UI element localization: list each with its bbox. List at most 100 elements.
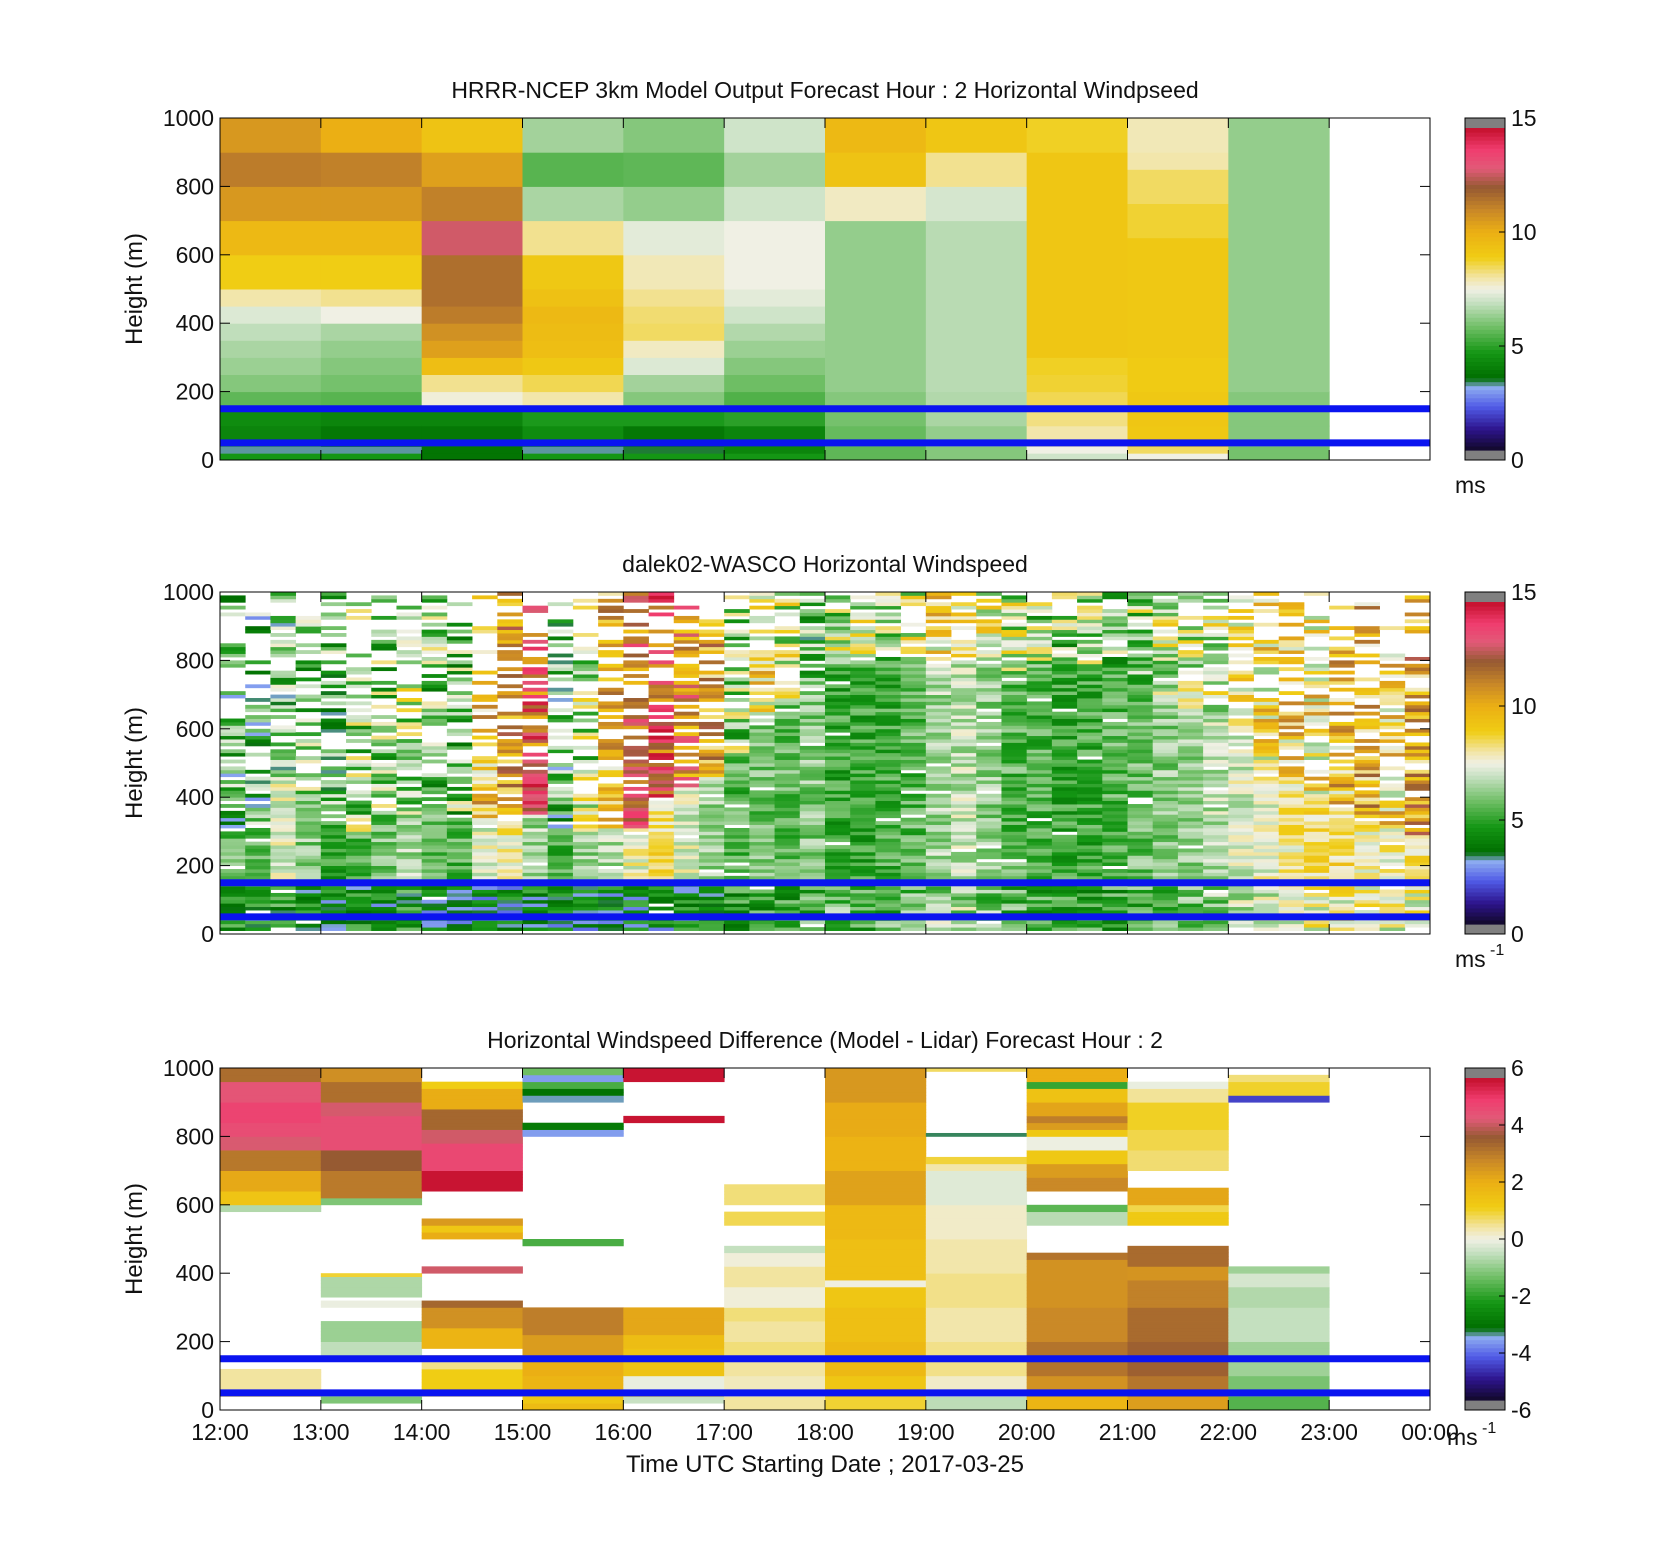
heatmap-cell [925,1235,1028,1240]
heatmap-cell [1278,896,1305,901]
heatmap-cell [497,862,523,866]
y-tick-label: 400 [176,784,214,810]
heatmap-cell [875,759,902,764]
heatmap-cell [925,718,952,723]
heatmap-cell [1203,633,1229,637]
heatmap-cell [1127,1136,1229,1141]
heatmap-cell [320,1112,423,1117]
heatmap-cell [1102,674,1128,678]
heatmap-cell [446,602,473,607]
heatmap-cell [421,1105,523,1110]
heatmap-cell [1102,711,1128,716]
heatmap-cell [1253,643,1280,648]
y-tick-label: 800 [176,647,214,673]
heatmap-cell [799,899,826,904]
heatmap-cell [1228,892,1254,897]
heatmap-cell [1329,745,1355,750]
heatmap-cell [522,391,624,410]
heatmap-cell [1127,923,1154,928]
heatmap-cell [925,602,952,607]
heatmap-cell [925,650,952,654]
heatmap-cell [951,756,977,760]
heatmap-cell [673,680,700,685]
heatmap-cell [1404,773,1431,778]
heatmap-cell [1026,1297,1128,1301]
heatmap-cell [724,1386,826,1390]
heatmap-cell [1127,1372,1229,1377]
heatmap-cell [1102,592,1128,596]
heatmap-cell [825,152,927,187]
heatmap-cell [421,910,448,914]
heatmap-cell [1354,793,1380,798]
heatmap-cell [1026,739,1053,743]
heatmap-cell [1404,674,1431,678]
heatmap-cell [1253,892,1280,897]
heatmap-cell [522,845,549,849]
heatmap-cell [951,800,977,805]
heatmap-cell [1102,728,1128,733]
heatmap-cell [1228,1303,1330,1308]
heatmap-cell [673,845,700,849]
heatmap-cell [245,807,271,812]
heatmap-cell [1001,622,1028,627]
heatmap-cell [346,903,372,908]
heatmap-cell [547,735,574,740]
heatmap-cell [421,306,523,324]
heatmap-cell [623,725,649,730]
heatmap-cell [799,725,826,730]
heatmap-cell [421,1091,523,1096]
heatmap-cell [598,615,624,620]
colorbar-swatch [1465,763,1505,768]
heatmap-cell [1077,800,1103,805]
heatmap-cell [648,776,675,781]
heatmap-cell [1379,889,1406,894]
heatmap-cell [1278,875,1305,880]
heatmap-cell [1026,663,1053,668]
heatmap-cell [1102,875,1128,880]
heatmap-cell [1152,927,1179,931]
heatmap-cell [320,118,423,153]
heatmap-cell [421,629,448,634]
heatmap-cell [421,595,448,600]
heatmap-cell [1278,814,1305,819]
heatmap-cell [850,889,876,894]
heatmap-cell [572,869,599,873]
heatmap-cell [1228,783,1254,788]
heatmap-cell [925,721,952,726]
heatmap-cell [724,886,750,890]
heatmap-cell [1127,817,1154,822]
heatmap-cell [320,797,347,802]
heatmap-cell [320,1341,423,1346]
heatmap-cell [598,725,624,730]
heatmap-cell [1278,609,1305,613]
heatmap-cell [497,845,523,849]
heatmap-cell [1379,783,1406,788]
heatmap-cell [320,615,347,620]
heatmap-cell [1152,817,1179,822]
heatmap-cell [1203,759,1229,764]
heatmap-cell [320,1078,423,1083]
heatmap-cell [1253,923,1280,928]
heatmap-cell [522,1365,624,1370]
heatmap-cell [1203,745,1229,750]
heatmap-cell [270,653,297,658]
heatmap-cell [900,667,927,672]
heatmap-cell [1228,1091,1330,1096]
heatmap-cell [1102,721,1128,726]
heatmap-cell [1253,862,1280,866]
heatmap-cell [346,684,372,689]
heatmap-cell [220,1091,322,1096]
heatmap-cell [724,721,750,726]
heatmap-cell [698,759,725,764]
heatmap-cell [648,735,675,740]
heatmap-cell [1026,636,1053,641]
heatmap-cell [749,848,775,853]
heatmap-cell [825,749,851,754]
heatmap-cell [1354,653,1380,658]
heatmap-cell [1253,920,1280,925]
colorbar-swatch [1465,289,1505,294]
heatmap-cell [724,766,750,771]
heatmap-cell [976,783,1002,788]
heatmap-cell [724,1365,826,1370]
heatmap-cell [1051,694,1078,699]
